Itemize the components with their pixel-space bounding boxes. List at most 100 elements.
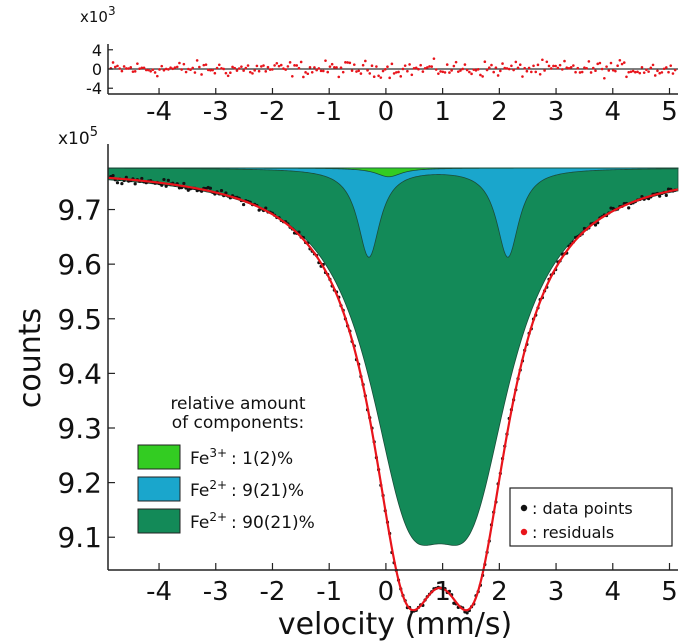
spectrum-x-tick-label: 0 [378,577,395,607]
residual-point [538,72,542,76]
residual-point [164,67,168,71]
residual-point [304,71,307,74]
residual-point [572,64,575,67]
residual-point [516,66,520,70]
residual-point [193,71,197,74]
data-point [219,188,224,193]
residual-y-tick-label: -4 [86,79,102,98]
residual-point [131,70,135,73]
residual-point [552,64,555,68]
residual-point [392,72,396,75]
residual-point [215,66,219,70]
residual-point [144,68,148,72]
residual-point [383,68,387,71]
residual-point [656,69,659,73]
residual-point [235,69,239,72]
residual-point [204,63,208,66]
residual-point [616,64,619,68]
residual-point [352,63,356,66]
spectrum-y-tick-label: 9.1 [57,521,102,554]
residual-point [184,70,188,74]
residual-point [220,66,223,70]
residual-point [348,61,352,65]
residual-point [357,69,360,73]
spectrum-y-ticks: 9.7 9.6 9.5 9.4 9.3 9.2 9.1 [57,194,115,554]
residual-point [277,64,281,68]
residual-point [585,66,588,70]
data-point [224,191,228,195]
residual-point [492,70,495,74]
data-point [120,181,124,186]
residual-point [173,66,177,69]
residual-point [366,69,369,72]
residual-point [242,69,245,72]
residual-point [350,69,354,72]
residual-point [186,67,190,71]
residual-point [136,62,139,65]
residual-y-tick-label: 4 [92,41,102,60]
residual-point [494,66,498,69]
residual-point [275,61,279,65]
series-legend-label-0: : data points [532,499,633,518]
spectrum-x-tick-label: 1 [434,577,451,607]
residual-point [521,75,524,78]
residual-point [326,70,330,74]
residual-point [627,70,630,74]
residual-point [344,61,347,64]
residual-point [591,66,595,70]
residual-point [454,60,458,64]
residual-point [122,65,126,68]
residual-point [583,66,586,69]
residual-point [671,72,675,75]
residual-point [532,64,535,68]
residual-point [399,75,403,78]
residual-point [667,70,670,74]
residual-x-tick-label: -1 [316,97,342,127]
residual-point [406,69,409,73]
residual-points [109,57,677,80]
residual-point [481,75,484,78]
residual-point [282,67,285,70]
residual-point [603,76,606,80]
residual-x-tick-label: -3 [203,97,229,127]
residual-point [673,68,677,72]
residual-point [448,71,451,74]
residual-point [647,70,650,73]
residual-panel: -4 -3 -2 -1 0 1 2 3 4 5 40-4 x103 [80,4,678,127]
residual-point [465,68,469,72]
residual-x-tick-label: 0 [378,97,395,127]
series-legend-box [509,487,673,547]
residual-point [452,64,456,68]
residual-point [377,74,380,78]
residual-point [206,68,210,72]
residual-point [439,70,442,73]
residual-point [262,64,265,67]
residual-x-tick-label: 1 [434,97,451,127]
residual-point [507,67,511,71]
residual-point [485,68,489,72]
residual-point [470,72,473,76]
residual-point [217,63,221,67]
data-point [465,611,469,615]
residual-point [253,69,256,72]
residual-point [414,66,418,70]
residual-point [200,73,203,76]
residual-point [534,70,538,74]
residual-point [649,66,653,70]
residual-point [231,65,234,69]
residual-point [445,63,449,66]
residual-point [222,67,226,71]
residual-point [306,72,310,76]
residual-point [133,70,137,73]
residual-point [224,71,228,75]
residual-point [324,59,327,62]
spectrum-x-ticks: -4 -3 -2 -1 0 1 2 3 4 5 [146,563,678,607]
residual-point [341,70,345,74]
spectrum-multiplier: x105 [58,125,98,149]
data-point [133,182,137,186]
residual-point [388,76,391,80]
residual-point [372,75,376,78]
residual-point [512,68,515,72]
spectrum-y-tick-label: 9.6 [57,248,102,281]
data-point [242,202,246,207]
